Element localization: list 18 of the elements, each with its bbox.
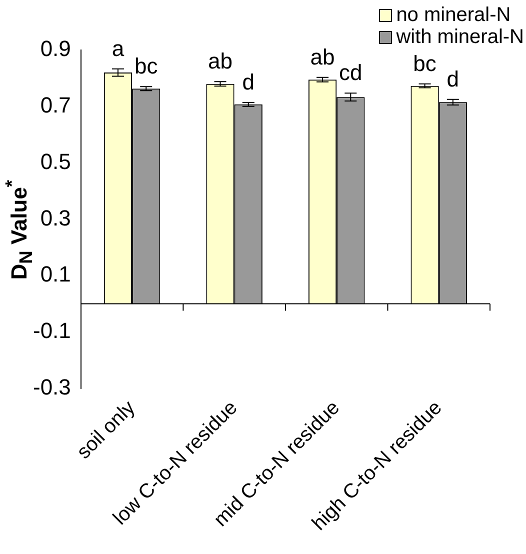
legend-label: no mineral-N — [396, 4, 511, 26]
y-tick-label: 0.3 — [40, 205, 71, 230]
annotation: d — [242, 70, 255, 95]
y-tick-label: 0.5 — [40, 148, 71, 174]
annotation: d — [446, 66, 460, 92]
y-tick-label: 0.7 — [40, 92, 71, 118]
annotation: cd — [339, 60, 362, 86]
annotation: a — [112, 36, 125, 61]
annotation: bc — [413, 50, 436, 76]
x-tick-label: soil only — [72, 396, 140, 464]
y-tick-label: 0.9 — [40, 36, 71, 62]
y-tick-label: 0.1 — [40, 262, 71, 287]
annotation: bc — [134, 54, 158, 79]
annotation: ab — [310, 44, 335, 70]
y-tick-label: -0.1 — [32, 318, 71, 344]
annotation: ab — [208, 48, 232, 74]
legend-label: with mineral-N — [396, 26, 524, 48]
y-tick-label: -0.3 — [32, 374, 71, 400]
